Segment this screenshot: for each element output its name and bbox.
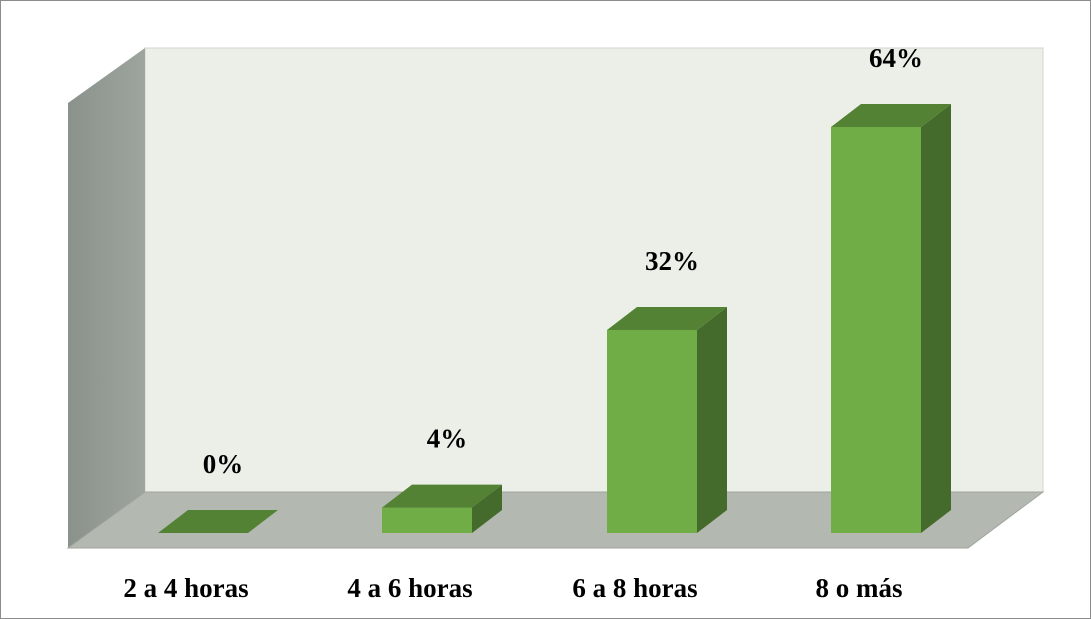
- bar: [382, 484, 502, 533]
- bar-top: [382, 484, 502, 508]
- bar-side: [921, 104, 951, 533]
- x-tick-label: 2 a 4 horas: [123, 573, 248, 603]
- x-tick-label: 8 o más: [816, 573, 903, 603]
- bar: [831, 104, 951, 533]
- bar: [158, 510, 278, 533]
- value-label: 32%: [645, 246, 699, 276]
- value-label: 64%: [869, 43, 923, 73]
- value-label: 0%: [203, 449, 244, 479]
- bar: [607, 307, 727, 533]
- x-tick-label: 6 a 8 horas: [572, 573, 697, 603]
- bar-top: [158, 510, 278, 533]
- x-tick-label: 4 a 6 horas: [347, 573, 472, 603]
- bar-top: [831, 104, 951, 127]
- bar-front: [831, 127, 921, 533]
- bar-front: [382, 507, 472, 533]
- bar-front: [607, 330, 697, 533]
- side-wall: [68, 48, 145, 548]
- floor: [66, 491, 1045, 549]
- bar-top: [607, 307, 727, 330]
- bar-side: [472, 484, 502, 533]
- bar-side: [697, 307, 727, 533]
- value-label: 4%: [427, 424, 468, 454]
